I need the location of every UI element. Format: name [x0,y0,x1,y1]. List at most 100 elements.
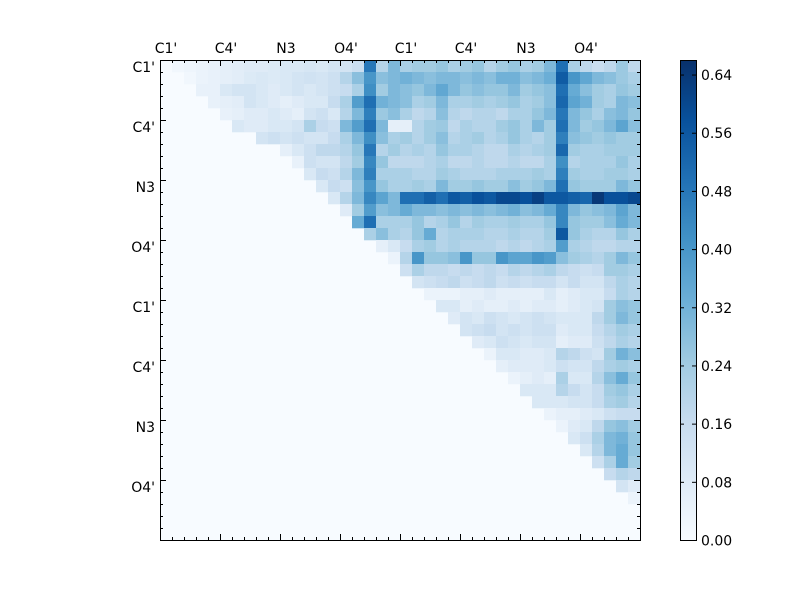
heatmap-cell [520,84,533,97]
heatmap-cell [484,120,497,133]
heatmap-cell [616,228,629,241]
heatmap-cell [592,408,605,421]
heatmap-cell [556,96,569,109]
heatmap-cell [364,144,377,157]
heatmap-cell [628,360,641,373]
heatmap-cell [616,372,629,385]
heatmap-cell [484,300,497,313]
heatmap-cell [292,156,305,169]
heatmap-cell [316,156,329,169]
heatmap-cell [340,72,353,85]
heatmap-cell [268,84,281,97]
heatmap-cell [388,204,401,217]
heatmap-cell [616,72,629,85]
heatmap-cell [568,204,581,217]
heatmap-cell [436,108,449,121]
heatmap-cell [292,72,305,85]
heatmap-cell [616,456,629,469]
heatmap-cell [472,264,485,277]
heatmap-cell [544,240,557,253]
heatmap-cell [340,180,353,193]
heatmap-cell [604,264,617,277]
heatmap-cell [328,180,341,193]
heatmap-cell [520,180,533,193]
heatmap-cell [544,216,557,229]
heatmap-cell [196,60,209,73]
heatmap-cell [508,180,521,193]
heatmap-cell [568,216,581,229]
heatmap-cell [496,84,509,97]
heatmap-cell [556,288,569,301]
heatmap-cell [544,252,557,265]
heatmap-cell [532,312,545,325]
x-tick-label: O4' [334,41,358,57]
heatmap-cell [484,336,497,349]
heatmap-cell [532,372,545,385]
heatmap-cell [340,96,353,109]
heatmap-cell [388,180,401,193]
heatmap-cell [532,192,545,205]
heatmap-cell [328,72,341,85]
heatmap-cell [280,120,293,133]
heatmap-cell [568,252,581,265]
heatmap-cell [556,120,569,133]
heatmap-cell [628,60,641,73]
heatmap-cell [232,108,245,121]
heatmap-cell [496,216,509,229]
heatmap-cell [352,60,365,73]
heatmap-cell [556,336,569,349]
heatmap-cell [604,324,617,337]
heatmap-cell [616,420,629,433]
heatmap-cell [208,60,221,73]
heatmap-cell [568,108,581,121]
heatmap-cell [580,216,593,229]
heatmap-cell [376,192,389,205]
heatmap-cell [208,72,221,85]
colorbar-tick-label: 0.24 [701,359,732,375]
heatmap-cell [544,84,557,97]
colorbar-tick-label: 0.40 [701,243,732,259]
heatmap-cell [616,120,629,133]
heatmap-cell [604,228,617,241]
heatmap-cell [460,300,473,313]
heatmap-cell [448,144,461,157]
heatmap-cell [520,60,533,73]
heatmap-cell [496,192,509,205]
heatmap-cell [292,60,305,73]
heatmap-cell [376,204,389,217]
heatmap-cell [544,372,557,385]
heatmap-cell [352,204,365,217]
heatmap-cell [628,228,641,241]
heatmap-cell [340,144,353,157]
heatmap-cell [472,312,485,325]
heatmap-cell [556,348,569,361]
heatmap-cell [472,60,485,73]
heatmap-cell [364,204,377,217]
heatmap-cell [316,120,329,133]
heatmap-cell [568,324,581,337]
heatmap-cell [556,204,569,217]
heatmap-cell [448,180,461,193]
heatmap-cell [388,108,401,121]
heatmap-cell [556,252,569,265]
heatmap-cell [508,168,521,181]
heatmap-cell [304,132,317,145]
heatmap-cell [604,72,617,85]
heatmap-cell [556,84,569,97]
x-tick-label: N3 [516,41,535,57]
heatmap-cell [376,216,389,229]
heatmap-cell [496,312,509,325]
heatmap-cell [304,120,317,133]
heatmap-cell [400,120,413,133]
heatmap-cell [424,96,437,109]
heatmap-cell [484,324,497,337]
heatmap-cell [268,60,281,73]
heatmap-cell [592,84,605,97]
heatmap-cell [532,216,545,229]
heatmap-cell [472,144,485,157]
heatmap-cell [592,168,605,181]
heatmap-cell [484,252,497,265]
heatmap-cell [340,168,353,181]
heatmap-cell [568,120,581,133]
heatmap-cell [424,168,437,181]
